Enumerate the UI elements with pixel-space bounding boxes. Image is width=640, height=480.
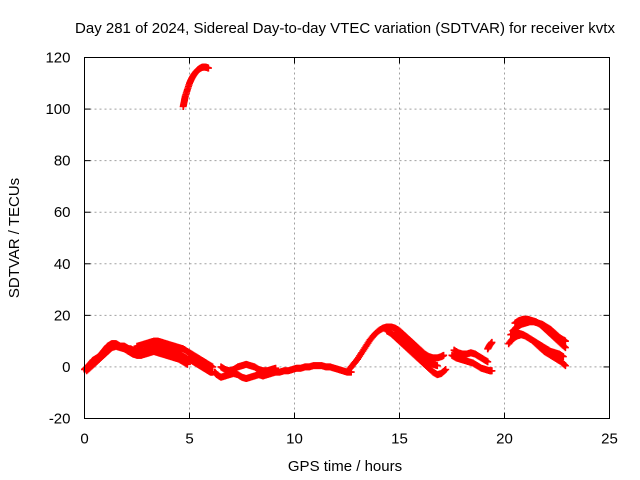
y-tick-label: 40: [54, 256, 71, 273]
data-point: [561, 344, 569, 352]
data-point: [488, 338, 496, 346]
data-point: [433, 362, 441, 370]
series-arc-late-b: [450, 346, 492, 366]
y-tick-label: 120: [45, 50, 70, 67]
grid-lines: [84, 57, 610, 419]
data-points: [81, 63, 569, 383]
axis-ticks: 0 5 10 15 20 25 -20 0 20 40 60 80 100 120: [45, 50, 617, 448]
data-point: [561, 362, 569, 370]
series-arc-end-b: [511, 315, 569, 352]
series-arc-high: [179, 63, 212, 110]
y-tick-label: 0: [62, 359, 70, 376]
data-point: [560, 343, 568, 351]
y-tick-label: 60: [54, 204, 71, 221]
series-arc-late-c: [484, 338, 496, 353]
y-tick-label: 80: [54, 153, 71, 170]
series-arc-mid-b: [217, 360, 280, 375]
series-arc-hump-c: [391, 328, 441, 370]
x-axis-label: GPS time / hours: [288, 458, 402, 475]
series-arc-early-b: [83, 342, 191, 375]
series-arc-hump-b: [383, 327, 450, 379]
data-point: [559, 353, 567, 361]
plot-frame: [84, 57, 610, 419]
x-tick-label: 25: [601, 431, 618, 448]
x-tick-label: 20: [496, 431, 513, 448]
data-point: [560, 361, 568, 369]
data-point: [484, 358, 492, 366]
data-point: [204, 64, 212, 72]
series-arc-mid: [211, 362, 355, 383]
data-point: [441, 366, 449, 374]
x-tick-label: 0: [80, 431, 88, 448]
data-point: [561, 337, 569, 345]
y-tick-label: 100: [45, 101, 70, 118]
x-tick-label: 5: [185, 431, 193, 448]
x-tick-label: 15: [391, 431, 408, 448]
series-arc-early-c: [133, 337, 217, 371]
data-point: [442, 366, 450, 374]
data-point: [440, 351, 448, 359]
data-point: [488, 367, 496, 375]
series-arc-late: [448, 351, 496, 375]
series-arc-end-d: [507, 329, 569, 370]
y-tick-label: -20: [49, 411, 71, 428]
chart-title: Day 281 of 2024, Sidereal Day-to-day VTE…: [75, 20, 615, 37]
data-point: [183, 360, 191, 368]
y-axis-label: SDTVAR / TECUs: [6, 178, 23, 298]
data-point: [272, 364, 280, 372]
data-point: [209, 363, 217, 371]
x-tick-label: 10: [286, 431, 303, 448]
y-tick-label: 20: [54, 307, 71, 324]
